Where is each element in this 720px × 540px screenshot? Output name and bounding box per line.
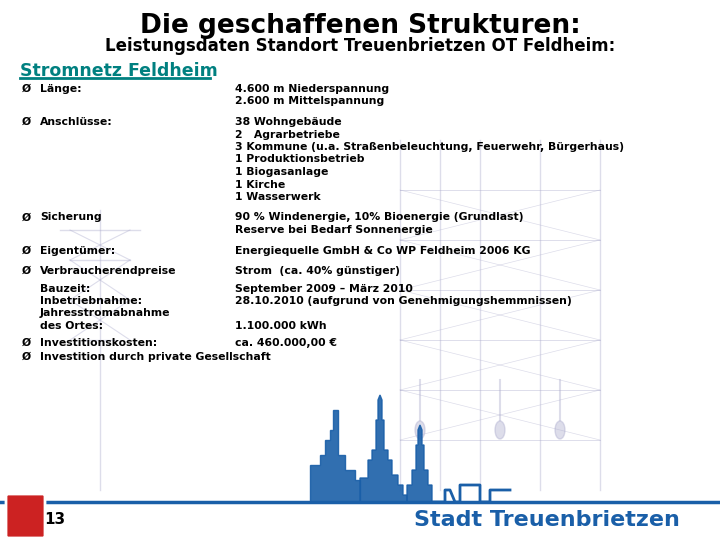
Text: Ø: Ø [22, 246, 31, 255]
Text: 2   Agrarbetriebe: 2 Agrarbetriebe [235, 130, 340, 139]
Text: Strom  (ca. 40% günstiger): Strom (ca. 40% günstiger) [235, 266, 400, 276]
Text: Inbetriebnahme:: Inbetriebnahme: [40, 296, 142, 306]
Ellipse shape [415, 421, 425, 439]
Text: Jahresstromabnahme: Jahresstromabnahme [40, 308, 171, 319]
Polygon shape [360, 395, 407, 502]
Polygon shape [310, 410, 360, 502]
Text: Ø: Ø [22, 117, 31, 127]
Text: Sicherung: Sicherung [40, 213, 102, 222]
Text: Verbraucherendpreise: Verbraucherendpreise [40, 266, 176, 276]
Text: Eigentümer:: Eigentümer: [40, 246, 115, 255]
Text: Ø: Ø [22, 84, 31, 94]
Text: Reserve bei Bedarf Sonnenergie: Reserve bei Bedarf Sonnenergie [235, 225, 433, 235]
Text: Ø: Ø [22, 338, 31, 348]
Text: Länge:: Länge: [40, 84, 81, 94]
Text: 1 Produktionsbetrieb: 1 Produktionsbetrieb [235, 154, 364, 165]
Text: Ø: Ø [22, 352, 31, 362]
Text: Energiequelle GmbH & Co WP Feldheim 2006 KG: Energiequelle GmbH & Co WP Feldheim 2006… [235, 246, 531, 255]
Text: 13: 13 [45, 512, 66, 528]
Text: 28.10.2010 (aufgrund von Genehmigungshemmnissen): 28.10.2010 (aufgrund von Genehmigungshem… [235, 296, 572, 306]
Text: Investition durch private Gesellschaft: Investition durch private Gesellschaft [40, 352, 271, 362]
Text: 90 % Windenergie, 10% Bioenergie (Grundlast): 90 % Windenergie, 10% Bioenergie (Grundl… [235, 213, 523, 222]
Text: Ø: Ø [22, 266, 31, 276]
Text: Leistungsdaten Standort Treuenbrietzen OT Feldheim:: Leistungsdaten Standort Treuenbrietzen O… [105, 37, 615, 55]
Text: 1.100.000 kWh: 1.100.000 kWh [235, 321, 327, 331]
Text: 1 Kirche: 1 Kirche [235, 179, 285, 190]
Ellipse shape [555, 421, 565, 439]
Text: 38 Wohngebäude: 38 Wohngebäude [235, 117, 341, 127]
Text: Stromnetz Feldheim: Stromnetz Feldheim [20, 62, 217, 80]
Text: 2.600 m Mittelspannung: 2.600 m Mittelspannung [235, 97, 384, 106]
Text: Bauzeit:: Bauzeit: [40, 284, 91, 294]
FancyBboxPatch shape [6, 494, 45, 538]
Polygon shape [407, 425, 432, 502]
Ellipse shape [495, 421, 505, 439]
Text: 3 Kommune (u.a. Straßenbeleuchtung, Feuerwehr, Bürgerhaus): 3 Kommune (u.a. Straßenbeleuchtung, Feue… [235, 142, 624, 152]
Text: Ø: Ø [22, 213, 31, 222]
Text: 1 Biogasanlage: 1 Biogasanlage [235, 167, 328, 177]
Text: September 2009 – März 2010: September 2009 – März 2010 [235, 284, 413, 294]
Text: Investitionskosten:: Investitionskosten: [40, 338, 157, 348]
Text: 4.600 m Niederspannung: 4.600 m Niederspannung [235, 84, 389, 94]
Text: Die geschaffenen Strukturen:: Die geschaffenen Strukturen: [140, 13, 580, 39]
Text: des Ortes:: des Ortes: [40, 321, 103, 331]
Text: Anschlüsse:: Anschlüsse: [40, 117, 113, 127]
Text: ca. 460.000,00 €: ca. 460.000,00 € [235, 338, 337, 348]
Text: 1 Wasserwerk: 1 Wasserwerk [235, 192, 320, 202]
Text: Stadt Treuenbrietzen: Stadt Treuenbrietzen [414, 510, 680, 530]
